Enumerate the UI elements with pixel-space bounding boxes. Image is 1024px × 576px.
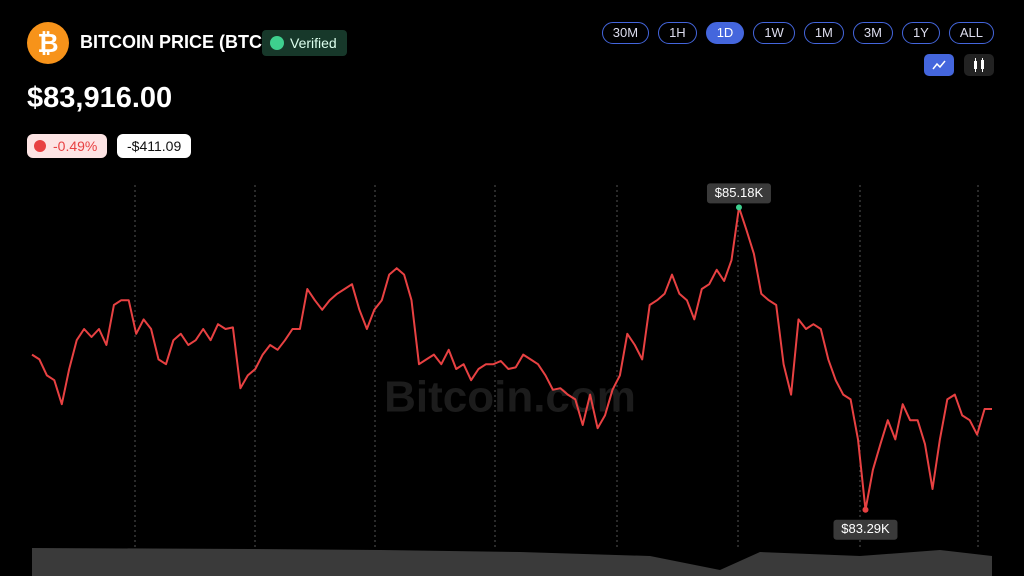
change-percent: -0.49% (27, 134, 108, 158)
watermark: Bitcoin.com (384, 373, 636, 422)
verified-badge: Verified (262, 30, 347, 56)
range-button[interactable]: 1Y (901, 22, 940, 44)
annotation-box (706, 183, 771, 204)
price: $83,916.00 (27, 82, 173, 114)
range-button[interactable]: 30M (601, 22, 650, 44)
price-line (31, 206, 992, 511)
volume-area (32, 548, 992, 576)
range-button[interactable]: 1W (753, 22, 795, 44)
title: BITCOIN PRICE (BTC) (80, 32, 268, 52)
range-button[interactable]: ALL (948, 22, 994, 44)
range-button[interactable]: 1M (803, 22, 844, 44)
extreme-dot (862, 506, 869, 513)
annotation-label: $83.29K (841, 521, 890, 536)
range-buttons: 30M 1H 1D 1W 1M 3M 1Y ALL (601, 22, 994, 44)
candle-chart-button[interactable] (964, 54, 994, 76)
range-button[interactable]: 3M (852, 22, 893, 44)
range-button[interactable]: 1H (658, 22, 697, 44)
change-amount: -$411.09 (117, 134, 192, 158)
line-chart-button[interactable] (924, 54, 954, 76)
extreme-dot (735, 204, 742, 211)
range-button[interactable]: 1D (705, 22, 745, 44)
chart-type-buttons (924, 54, 994, 76)
annotation-box (833, 519, 898, 540)
annotation-label: $85.18K (715, 185, 764, 200)
logo: ₿ (27, 22, 69, 64)
